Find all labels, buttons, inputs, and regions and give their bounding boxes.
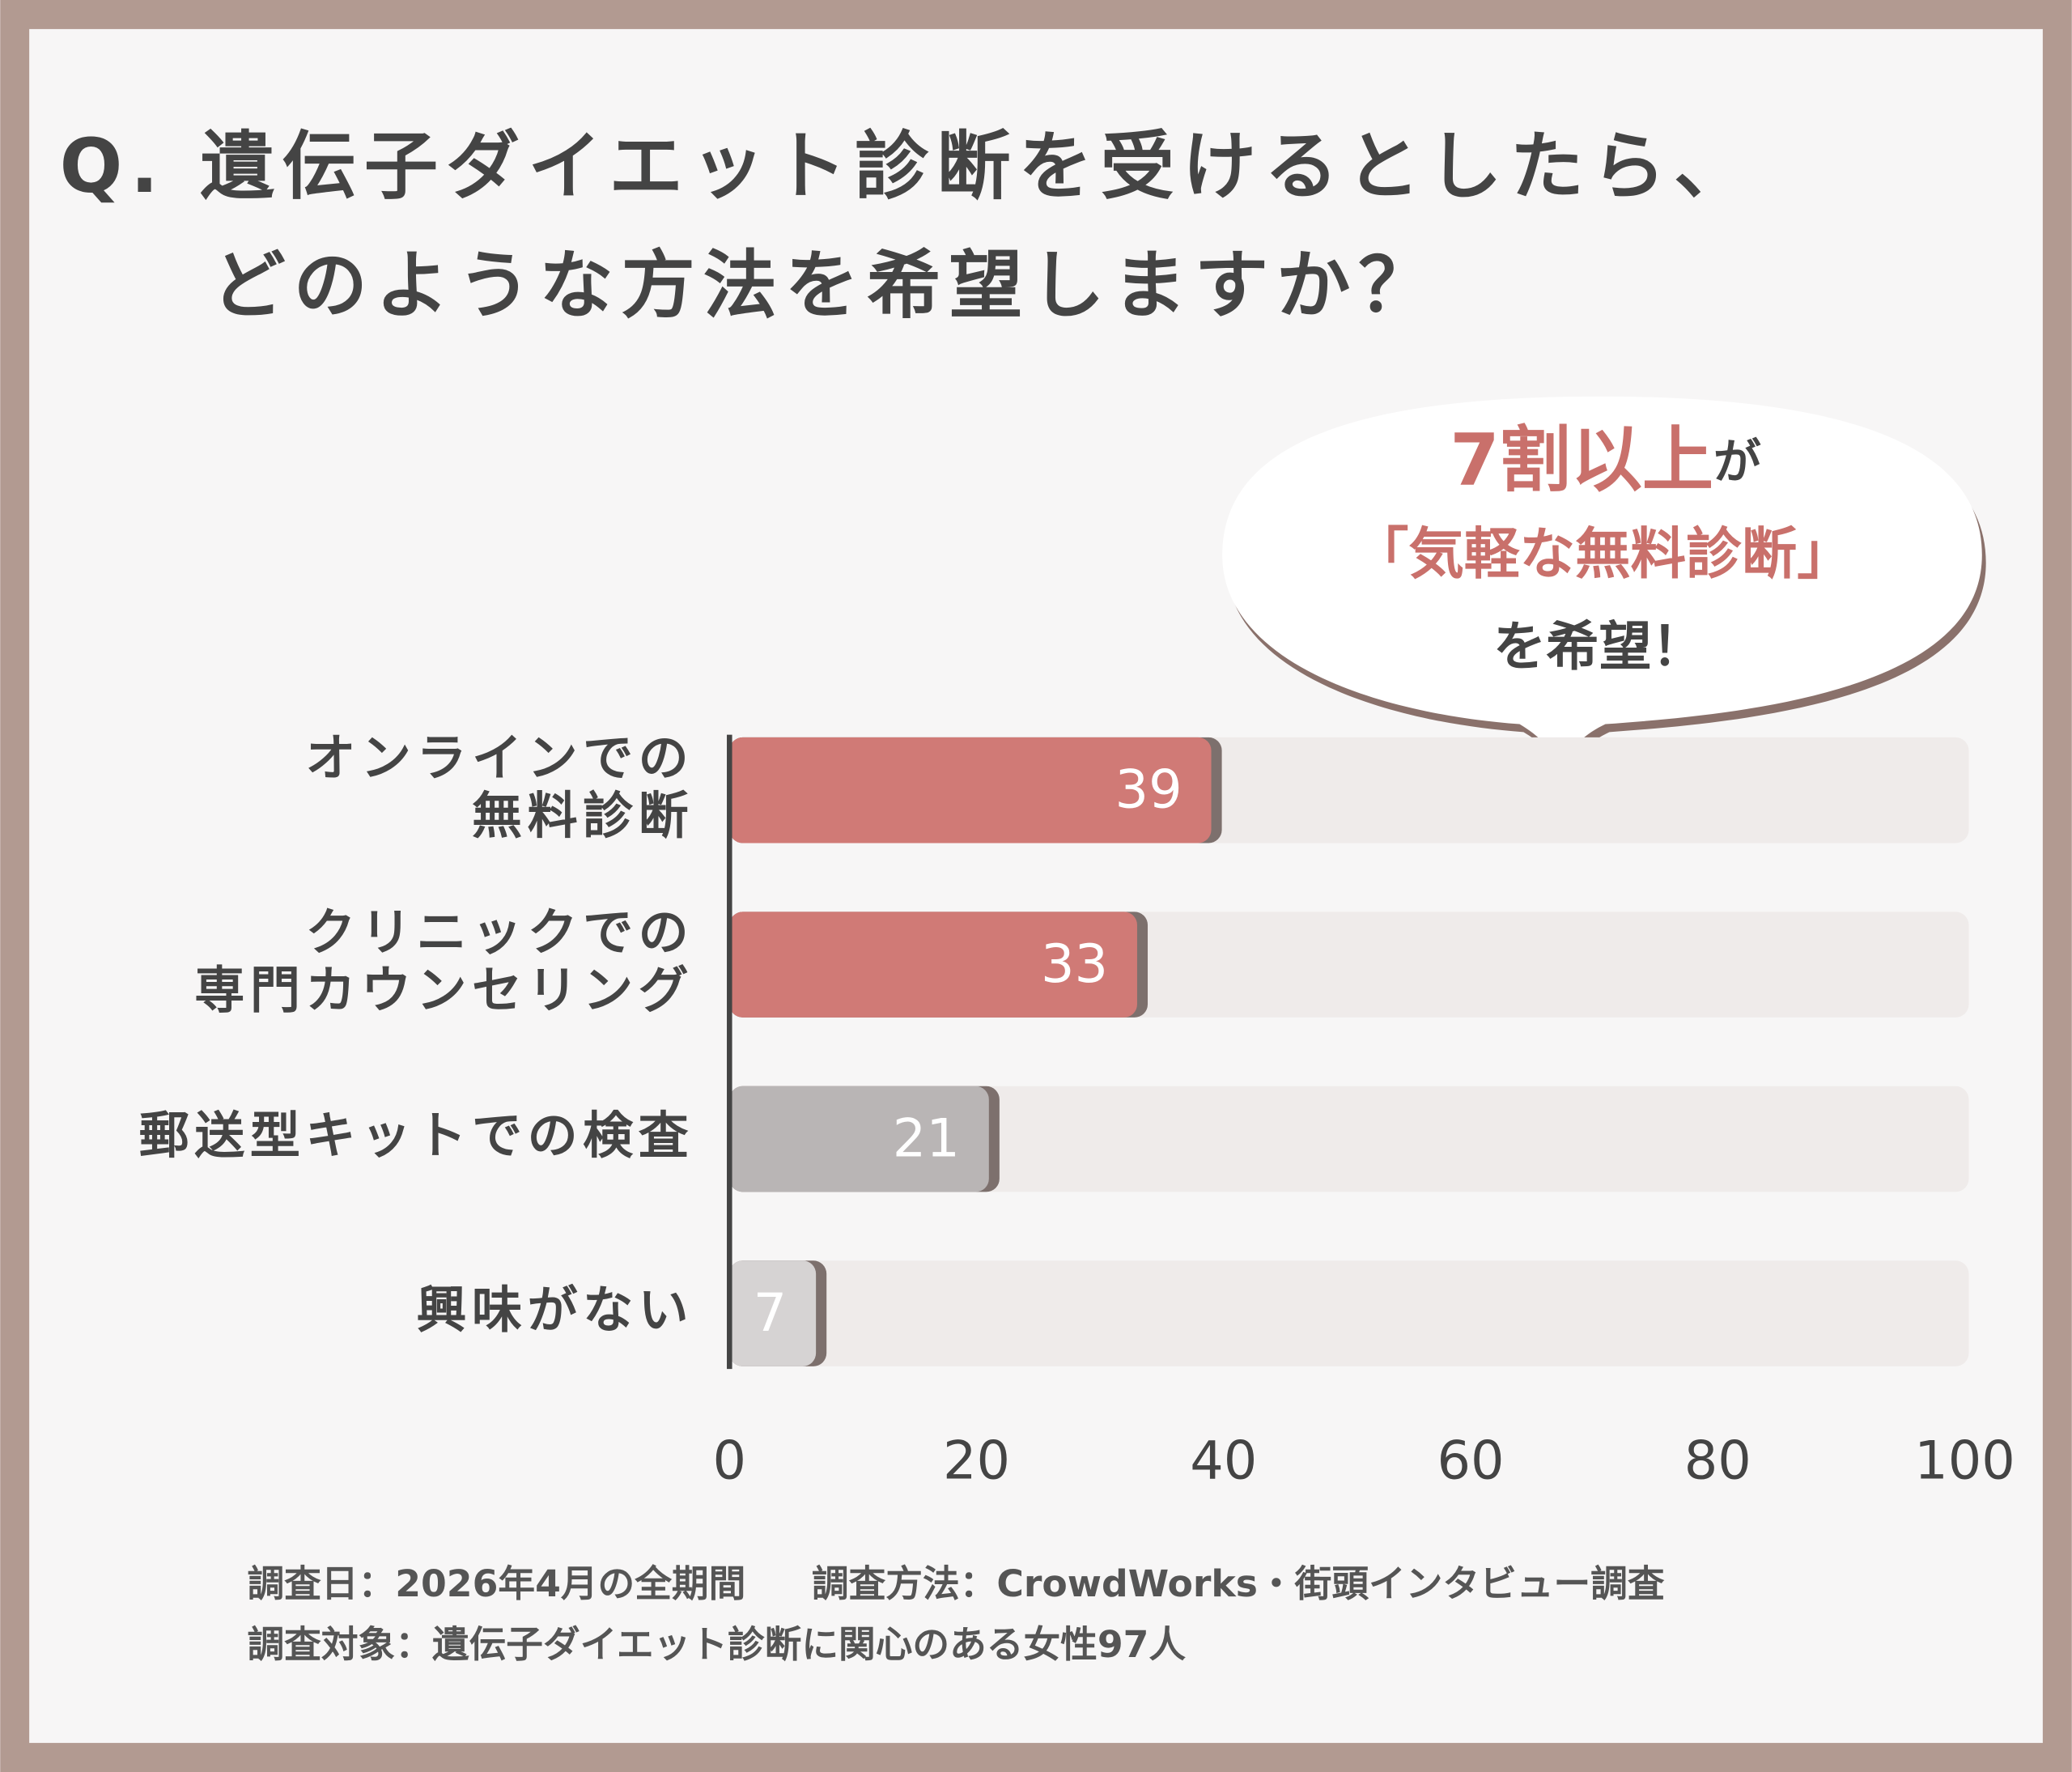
value-label: 39 <box>1115 759 1182 820</box>
y-tick-label: オンラインでの <box>305 728 694 787</box>
y-tick-label: クリニックでの <box>305 903 694 962</box>
y-tick-label: 無料診断 <box>472 786 694 845</box>
callout-line: 7割以上が <box>1450 419 1761 502</box>
x-tick-label: 40 <box>1190 1430 1257 1492</box>
x-tick-label: 80 <box>1684 1430 1751 1492</box>
bar-track <box>729 1086 1969 1192</box>
bar <box>729 911 1137 1018</box>
x-tick-label: 20 <box>943 1430 1010 1492</box>
footnote-item: 調査日：2026年4月の全期間 <box>247 1562 745 1604</box>
value-label: 21 <box>893 1107 960 1169</box>
bar <box>729 737 1212 844</box>
bar <box>729 1260 817 1366</box>
x-tick-label: 0 <box>713 1430 747 1492</box>
footnote: 調査対象：遺伝子ダイエット診断に関心のある女性97人 <box>247 1622 1186 1665</box>
callout-text: が <box>1713 434 1761 490</box>
y-tick-label: 興味がない <box>416 1281 694 1340</box>
callout-quote: 「気軽な無料診断」 <box>1353 522 1853 587</box>
chart-title: Q. 遺伝子ダイエット診断を受けるとしたら、 <box>60 123 1756 210</box>
panel <box>29 28 2043 1744</box>
chart-title: どのような方法を希望しますか？ <box>211 242 1440 329</box>
callout-highlight: 7割以上 <box>1450 419 1713 502</box>
footnote-item: 調査方法：CrowdWorks・街頭インタビュー調査 <box>812 1562 1665 1604</box>
footnote-item: 調査対象：遺伝子ダイエット診断に関心のある女性97人 <box>247 1622 1186 1665</box>
y-tick-label: 郵送型キットでの検査 <box>139 1106 694 1165</box>
y-tick-label: 専門カウンセリング <box>194 961 694 1020</box>
x-tick-label: 60 <box>1437 1430 1505 1492</box>
x-tick-label: 100 <box>1914 1430 2015 1492</box>
value-label: 7 <box>754 1282 788 1344</box>
value-label: 33 <box>1041 933 1108 995</box>
bar-track <box>729 1260 1969 1366</box>
callout-text: を希望！ <box>1493 616 1705 678</box>
footnote: 調査日：2026年4月の全期間 調査方法：CrowdWorks・街頭インタビュー調… <box>247 1562 1664 1604</box>
bar <box>729 1086 989 1192</box>
callout <box>1222 396 1982 767</box>
